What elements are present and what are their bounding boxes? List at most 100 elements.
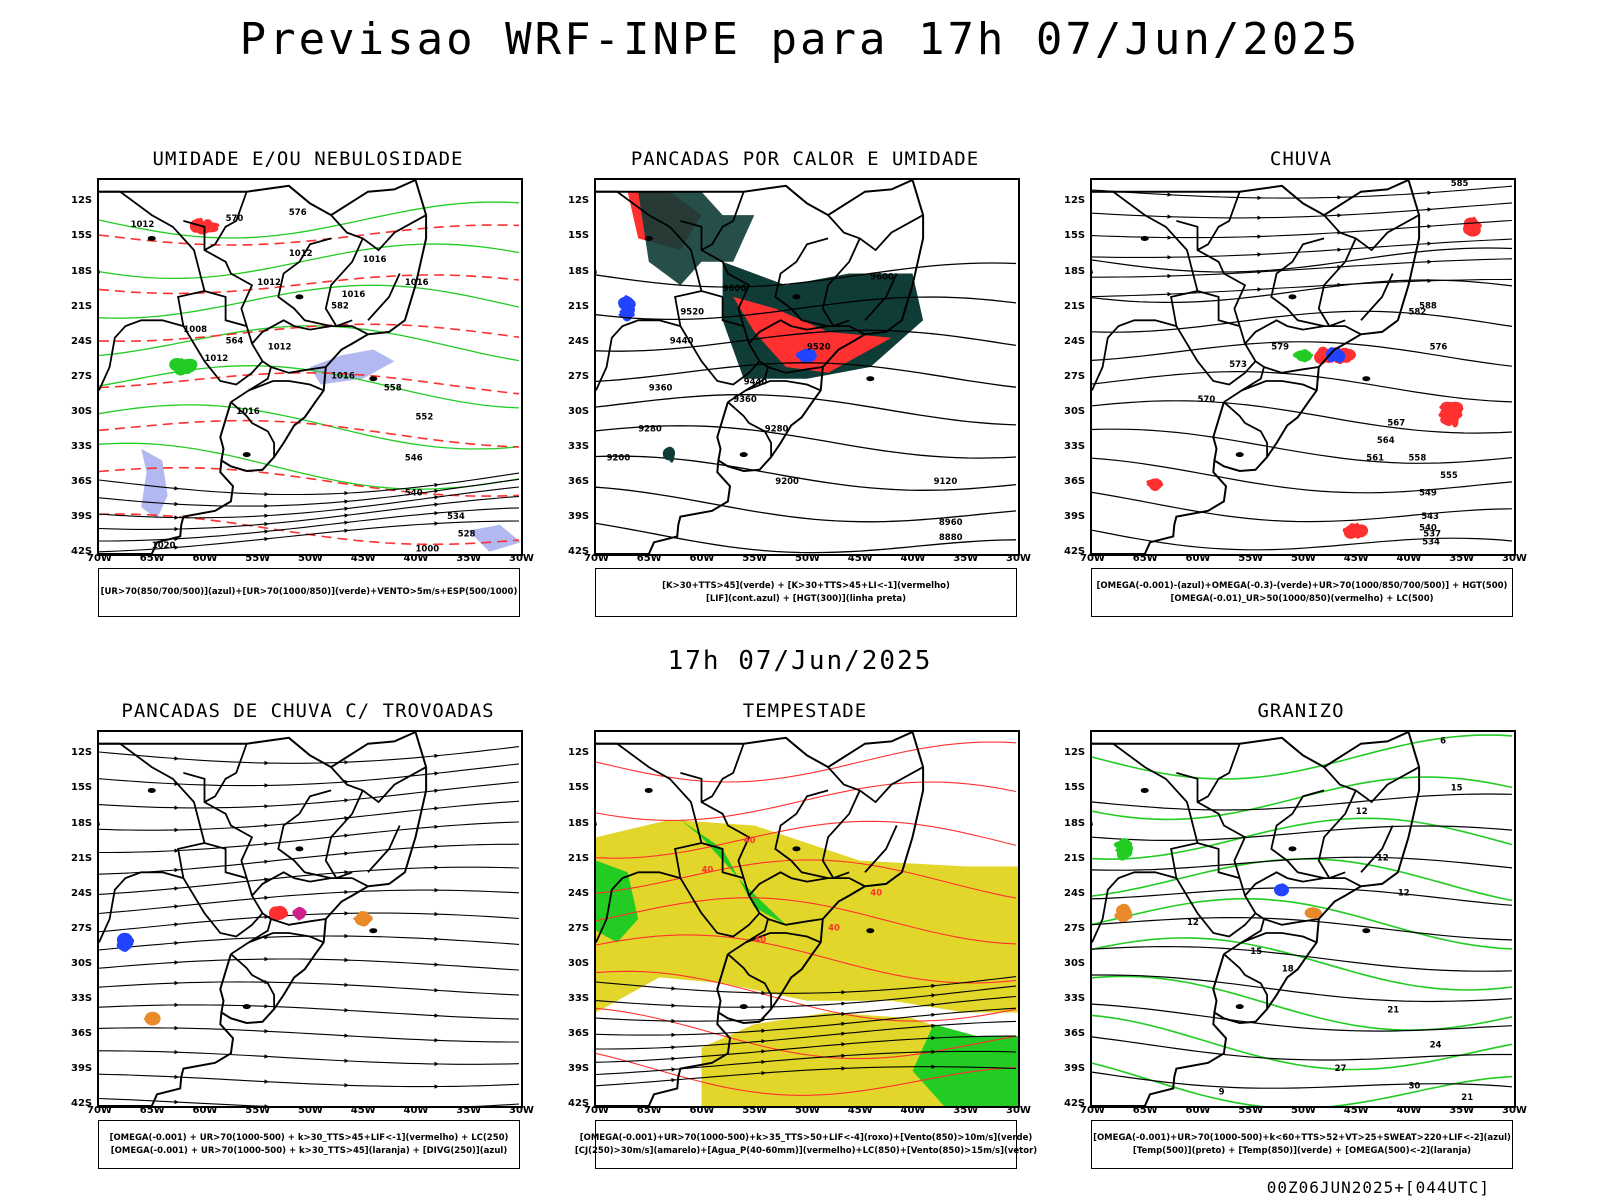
lon-tick-label: 55W (245, 553, 271, 564)
lat-tick-label: 30S (71, 405, 93, 417)
thunder-orange-cells (353, 911, 373, 927)
kindex-darkgreen-cells (662, 446, 675, 463)
contour-value-label: 1016 (405, 278, 429, 288)
wind850-green-area (596, 860, 639, 943)
lat-tick-label: 39S (71, 1062, 93, 1074)
state-border (1241, 932, 1318, 944)
contour-value-label: 1016 (342, 290, 366, 300)
main-title: Previsao WRF-INPE para 17h 07/Jun/2025 (239, 14, 1361, 65)
wind-streamlines (1092, 185, 1513, 298)
contour-value-label: 555 (1440, 471, 1458, 481)
contour-value-label: 1016 (363, 255, 387, 265)
lon-tick-label: 60W (689, 1105, 715, 1116)
state-border (1317, 238, 1357, 328)
lc850-red-contours (596, 741, 1017, 1096)
contour-value-label: 1016 (331, 372, 355, 382)
lon-tick-label: 45W (847, 553, 873, 564)
lon-tick-label: 65W (139, 1105, 165, 1116)
lake-shape (792, 846, 801, 852)
lat-tick-label: 24S (71, 887, 93, 899)
lake-shape (739, 1004, 748, 1010)
hail-green-cells (1113, 838, 1134, 861)
legend-line: [OMEGA(-0.001) + UR>70(1000-500) + k>30_… (110, 1145, 508, 1156)
legend-line: [OMEGA(-0.001)+UR>70(1000-500)+k>35_TTS>… (579, 1132, 1033, 1143)
lon-tick-label: 40W (900, 1105, 926, 1116)
mid-time-label: 17h 07/Jun/2025 (667, 646, 933, 676)
lat-tick-label: 24S (1064, 335, 1086, 347)
lif-blue-contours (795, 348, 817, 363)
contour-value-label: 558 (384, 383, 402, 393)
lon-tick-label: 50W (1291, 1105, 1316, 1116)
contour-value-label: 570 (226, 214, 244, 224)
state-border (1176, 772, 1247, 879)
lat-tick-label: 18S (568, 817, 590, 829)
lat-tick-label: 39S (1064, 510, 1086, 522)
state-border (1170, 842, 1257, 938)
contour-value-label: 40 (828, 924, 840, 934)
legend-line: [OMEGA(-0.01)_UR>50(1000/850)(vermelho) … (1170, 593, 1434, 604)
contour-value-label: 6 (1440, 737, 1446, 747)
contour-value-label: 1016 (236, 407, 260, 417)
state-border (251, 871, 369, 897)
lake-shape (866, 376, 875, 382)
contour-value-label: 21 (1387, 1006, 1399, 1016)
coastline (1212, 401, 1225, 461)
state-border (270, 366, 326, 374)
state-border (183, 220, 254, 327)
state-border (1270, 237, 1325, 327)
state-border (774, 237, 829, 327)
lat-tick-label: 30S (1064, 957, 1086, 969)
lon-tick-label: 45W (350, 1105, 376, 1116)
lat-tick-label: 24S (71, 335, 93, 347)
state-border (1092, 871, 1177, 943)
coastline (99, 732, 428, 1106)
state-border (680, 772, 751, 879)
lon-tick-label: 35W (953, 1105, 979, 1116)
lon-tick-label: 40W (403, 553, 429, 564)
lon-tick-label: 60W (192, 553, 218, 564)
contour-value-label: 12 (1398, 889, 1410, 899)
contour-value-label: 9600 (870, 272, 894, 282)
hail-orange-cells (1114, 903, 1133, 923)
lat-tick-label: 36S (71, 1027, 93, 1039)
map-pancadas-trovoadas (97, 730, 523, 1108)
legend-line: [Temp(500)](preto) + [Temp(850)](verde) … (1132, 1145, 1472, 1156)
legend-line: [OMEGA(-0.001)-(azul)+OMEGA(-0.3)-(verde… (1096, 580, 1508, 591)
lat-tick-label: 12S (1064, 195, 1086, 207)
contour-value-label: 537 (1423, 530, 1441, 540)
lon-tick-label: 40W (403, 1105, 429, 1116)
contour-value-label: 564 (226, 337, 244, 347)
contour-value-label: 543 (1421, 512, 1439, 522)
lat-tick-label: 24S (1064, 887, 1086, 899)
lat-tick-label: 39S (568, 510, 590, 522)
lake-shape (1140, 235, 1149, 241)
state-border (367, 825, 401, 873)
humidity-blue-area (141, 448, 168, 519)
state-border (1244, 871, 1362, 897)
contour-value-label: 546 (405, 454, 423, 464)
humidity-green-cells (169, 358, 198, 376)
state-border (230, 401, 275, 457)
lon-tick-label: 30W (509, 553, 534, 564)
lon-tick-label: 40W (900, 553, 926, 564)
contour-value-label: 9 (1219, 1087, 1225, 1097)
wind-streamlines (99, 472, 520, 553)
map-tempestade: 40 40 40 40 40 (594, 730, 1020, 1108)
contour-value-label: 579 (1271, 343, 1289, 353)
contour-value-label: 40 (754, 935, 766, 945)
lat-tick-label: 18S (71, 265, 93, 277)
state-border (1223, 401, 1268, 457)
lat-tick-label: 42S (568, 546, 590, 557)
contour-value-label: 8880 (939, 533, 963, 543)
state-border (827, 214, 924, 252)
contour-value-label: 528 (458, 530, 476, 540)
lat-tick-label: 30S (71, 957, 93, 969)
lake-shape (295, 294, 304, 300)
lon-tick-label: 30W (1006, 553, 1031, 564)
contour-value-label: 15 (1250, 947, 1262, 957)
lon-tick-label: 50W (1291, 553, 1316, 564)
contour-value-label: 567 (1387, 418, 1405, 428)
lon-tick-label: 70W (87, 1105, 112, 1116)
lon-tick-label: 35W (456, 1105, 482, 1116)
lon-tick-label: 45W (1343, 553, 1369, 564)
